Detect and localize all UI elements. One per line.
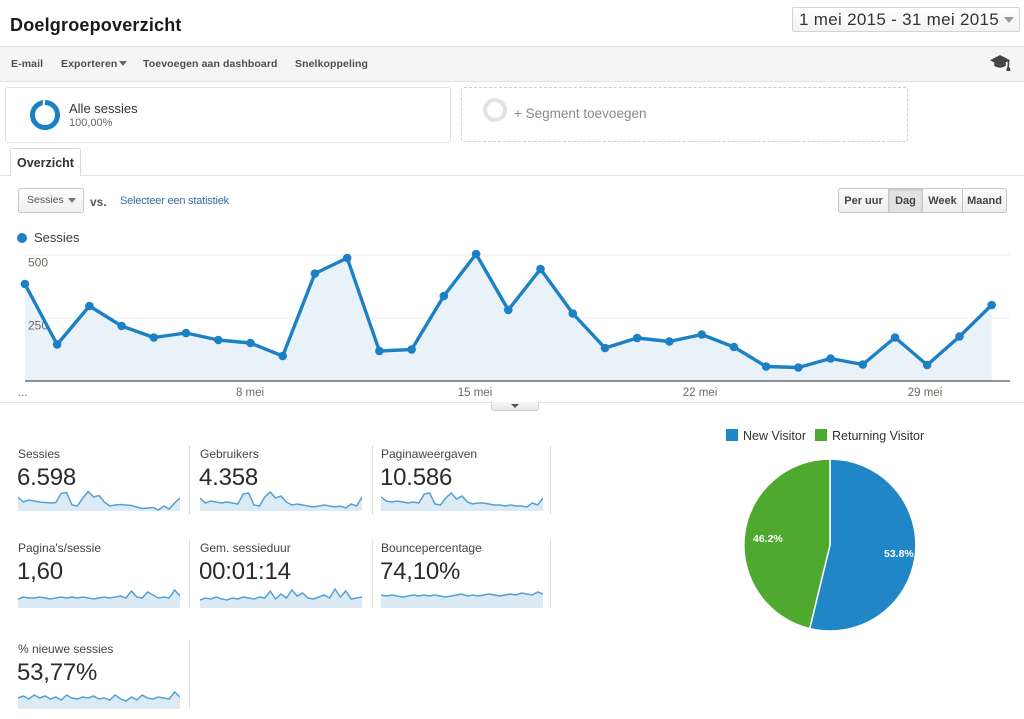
svg-text:...: ...: [18, 387, 28, 399]
svg-text:8 mei: 8 mei: [236, 387, 264, 399]
svg-text:53.8%: 53.8%: [884, 548, 914, 560]
svg-text:46.2%: 46.2%: [753, 533, 783, 545]
svg-text:500: 500: [28, 256, 48, 270]
svg-text:22 mei: 22 mei: [683, 387, 718, 399]
svg-text:29 mei: 29 mei: [908, 387, 943, 399]
svg-text:15 mei: 15 mei: [458, 387, 493, 399]
